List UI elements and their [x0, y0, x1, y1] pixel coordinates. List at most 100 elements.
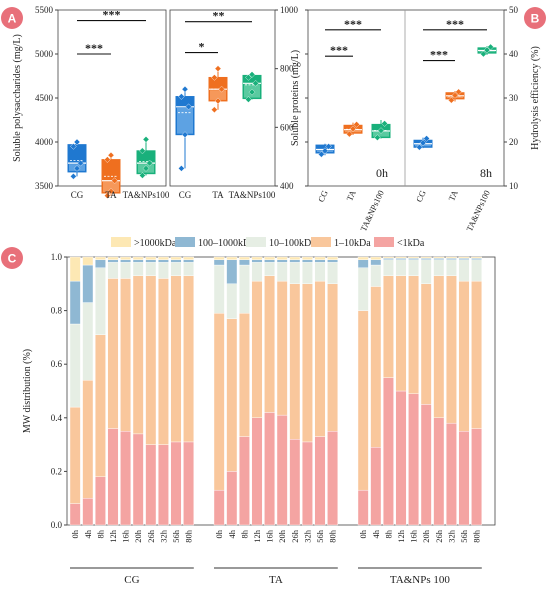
- panel-c-bar-segment-r10_100: [446, 259, 457, 276]
- panel-b-box-0-point: [321, 147, 329, 155]
- panel-b-box-0-point: [325, 143, 332, 150]
- panel-c-bar-segment-r1_10: [82, 380, 94, 499]
- panel-c-bar-segment-gt1000: [238, 256, 250, 260]
- panel-c-bar-segment-r1_10: [458, 280, 470, 432]
- panel-a-right-box-1-point: [214, 65, 222, 72]
- panel-b-box-5-point: [483, 46, 491, 54]
- panel-c-ytick-label: 1.0: [51, 252, 63, 262]
- panel-a-right-box-2-point: [248, 71, 256, 78]
- panel-c-legend-label: >1000kDa: [134, 238, 177, 249]
- panel-a-left-ytick-label: 4000: [35, 137, 54, 147]
- panel-c-bar: [132, 256, 144, 526]
- panel-c-bar-segment-r10_100: [314, 262, 326, 282]
- panel-a-right-box-1-point: [211, 74, 218, 81]
- panel-c-bar-segment-r10_100: [238, 264, 250, 314]
- panel-c-group-label: TA&NPs 100: [390, 574, 450, 586]
- panel-c-bar-segment-gt1000: [157, 256, 169, 260]
- panel-b-box-0: [315, 143, 335, 158]
- panel-c-bar-segment-r100_1000: [370, 259, 382, 266]
- panel-c-bar-segment-r1_10: [238, 313, 250, 437]
- panel-c-xtick-label: 56h: [315, 529, 325, 543]
- panel-a-right-box-2-point: [248, 88, 256, 96]
- panel-c-bar-segment-r1_10: [157, 278, 169, 445]
- panel-c-bar-segment-lt1: [145, 444, 157, 526]
- panel-c-ytick-label: 0.6: [51, 359, 63, 369]
- panel-b-bracket-3-label: ***: [430, 48, 448, 62]
- panel-b-box-2-point: [377, 127, 385, 134]
- panel-c-bar-segment-lt1: [94, 476, 106, 526]
- panel-c-xtick-label: 16h: [265, 529, 275, 543]
- panel-a-right-box-0-lower-shade: [177, 107, 193, 134]
- panel-c-bar-segment-lt1: [120, 431, 132, 526]
- panel-c-bar-segment-r100_1000: [327, 259, 338, 263]
- panel-c-bar-segment-r100_1000: [420, 258, 432, 260]
- panel-a-right-box-2: [242, 71, 262, 103]
- panel-a-left-bracket-1-label: ***: [85, 41, 103, 55]
- panel-c-xtick-label: 4h: [227, 529, 237, 538]
- panel-b-ytick-label: 20: [509, 137, 519, 147]
- panel-c-group-label: TA: [269, 574, 283, 586]
- panel-c-bar-segment-lt1: [276, 414, 288, 526]
- panel-c-bar: [357, 256, 369, 526]
- panel-b-box-1-point: [353, 121, 360, 128]
- panel-c-bar: [289, 256, 301, 526]
- panel-a-right-box-0-point: [178, 165, 185, 172]
- panel-b-box-4-point: [448, 96, 455, 104]
- panel-a-left-box-1-point: [107, 187, 115, 195]
- panel-b-ytick-label: 10: [509, 181, 519, 191]
- panel-c-xtick-label: 32h: [446, 529, 456, 543]
- panel-c-xtick-label: 16h: [121, 529, 131, 543]
- panel-b-bracket-1: ***: [325, 43, 353, 57]
- panel-c-bar-segment-r1_10: [408, 275, 419, 394]
- panel-c-bar-segment-gt1000: [314, 256, 326, 260]
- panel-c-bar-segment-gt1000: [458, 256, 470, 259]
- panel-c-bar: [120, 256, 132, 526]
- panel-a-right-ytick-label: 400: [280, 181, 294, 191]
- panel-c-bar: [82, 256, 94, 526]
- panel-c-bar: [276, 256, 288, 526]
- panel-a-left-bracket-1: ***: [77, 41, 111, 55]
- panel-c-bar: [433, 256, 445, 526]
- panel-c-bar: [183, 256, 194, 526]
- panel-a-left-box-1-point: [107, 151, 115, 159]
- panel-c-bar-segment-r100_1000: [132, 259, 144, 263]
- panel-a-badge-label: A: [8, 12, 17, 26]
- panel-c-bar-segment-gt1000: [213, 256, 225, 260]
- panel-a-right-bracket-1: *: [185, 40, 218, 54]
- panel-c-badge-label: C: [8, 252, 17, 266]
- panel-b-bracket-2: ***: [423, 17, 487, 31]
- panel-c-bar-segment-r100_1000: [170, 259, 182, 263]
- panel-c-xtick-label: 20h: [421, 529, 431, 543]
- panel-a-right-xlabel: TA: [212, 190, 224, 200]
- panel-a-right-ytick-label: 600: [280, 122, 294, 132]
- panel-c-bar: [458, 256, 470, 526]
- panel-c-legend-swatch: [111, 237, 131, 247]
- panel-c-bar-segment-r10_100: [302, 262, 313, 284]
- panel-a-left-ytick-label: 3500: [35, 181, 54, 191]
- panel-b-box-3-point: [416, 143, 423, 151]
- panel-a-right-box-2-point: [245, 74, 252, 81]
- panel-a-left-bracket-0-label: ***: [103, 8, 121, 22]
- panel-c-bar-segment-lt1: [433, 417, 445, 526]
- panel-a-left-box-1-point: [111, 177, 118, 185]
- panel-c-badge-circle: [1, 247, 23, 269]
- panel-c-xtick-label: 80h: [328, 529, 338, 543]
- panel-c-bar-segment-r100_1000: [251, 259, 263, 263]
- panel-c-bar-segment-lt1: [183, 441, 194, 526]
- panel-c: 0.0 0.2 0.4 0.6 0.8 1.0 MW distribution (%) >10…: [22, 237, 496, 586]
- panel-c-legend-item-3: 1–10kDa: [311, 237, 371, 249]
- panel-c-ytick-label: 0.4: [51, 413, 63, 423]
- panel-c-xtick-label: 56h: [171, 529, 181, 543]
- panel-c-bar-segment-lt1: [302, 441, 313, 526]
- panel-c-xtick-label: 32h: [158, 529, 168, 543]
- panel-c-bar-segment-gt1000: [357, 256, 369, 260]
- panel-b-badge: B: [524, 7, 546, 29]
- panel-c-bar-segment-r1_10: [226, 318, 238, 472]
- panel-b-ylabel-right: Hydrolysis efficiency (%): [530, 46, 541, 150]
- panel-c-bar-segment-lt1: [170, 441, 182, 526]
- panel-c-xtick-label: 0h: [70, 529, 80, 538]
- panel-b-bracket-1-label: ***: [330, 43, 348, 57]
- panel-c-bar-segment-gt1000: [370, 256, 382, 260]
- panel-c-bar-segment-gt1000: [226, 256, 238, 260]
- panel-c-bar-segment-r10_100: [145, 262, 157, 276]
